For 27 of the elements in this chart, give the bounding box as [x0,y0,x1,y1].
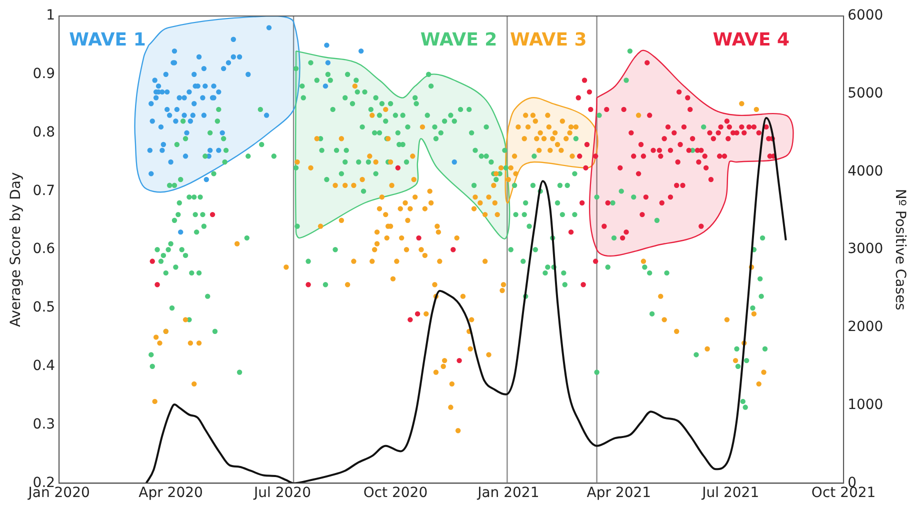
text: WAVE 3 [510,30,587,51]
y-tick-label: 0.7 [32,182,56,199]
y-axis-title: Average Score by Day [8,172,24,328]
y-tick-label: 0.8 [32,124,56,140]
x-tick-label: Oct 2020 [363,485,428,502]
series-label: WAVE 1 [69,30,146,51]
line-series [145,117,787,484]
y-tick-label: 0.5 [32,300,56,316]
y2-tick-label: 6000 [848,8,884,24]
text: WAVE 4 [712,30,790,51]
series-label: WAVE 2 [420,30,498,51]
y2-tick-label: 2000 [848,319,884,336]
y-tick-label: 0.9 [32,66,56,82]
y2-tick-label: 1000 [848,396,884,413]
y2-tick-label: 5000 [848,86,884,102]
x-tick-label: Jan 2021 [476,485,540,502]
y2-axis-title: Nº Positive Cases [892,188,908,310]
y-tick-label: 0.3 [32,416,56,432]
y-tick-label: 0.6 [32,241,56,258]
x-tick-label: Apr 2020 [138,485,203,502]
y2-tick-label: 4000 [848,163,884,180]
y-tick-label: 0.4 [32,358,56,374]
y-tick-label: 1 [46,8,56,24]
x-tick-label: Jul 2020 [253,485,311,502]
y2-tick-label: 3000 [848,241,884,258]
x-tick-label: Apr 2021 [586,485,652,502]
x-tick-label: Jul 2021 [701,485,760,502]
